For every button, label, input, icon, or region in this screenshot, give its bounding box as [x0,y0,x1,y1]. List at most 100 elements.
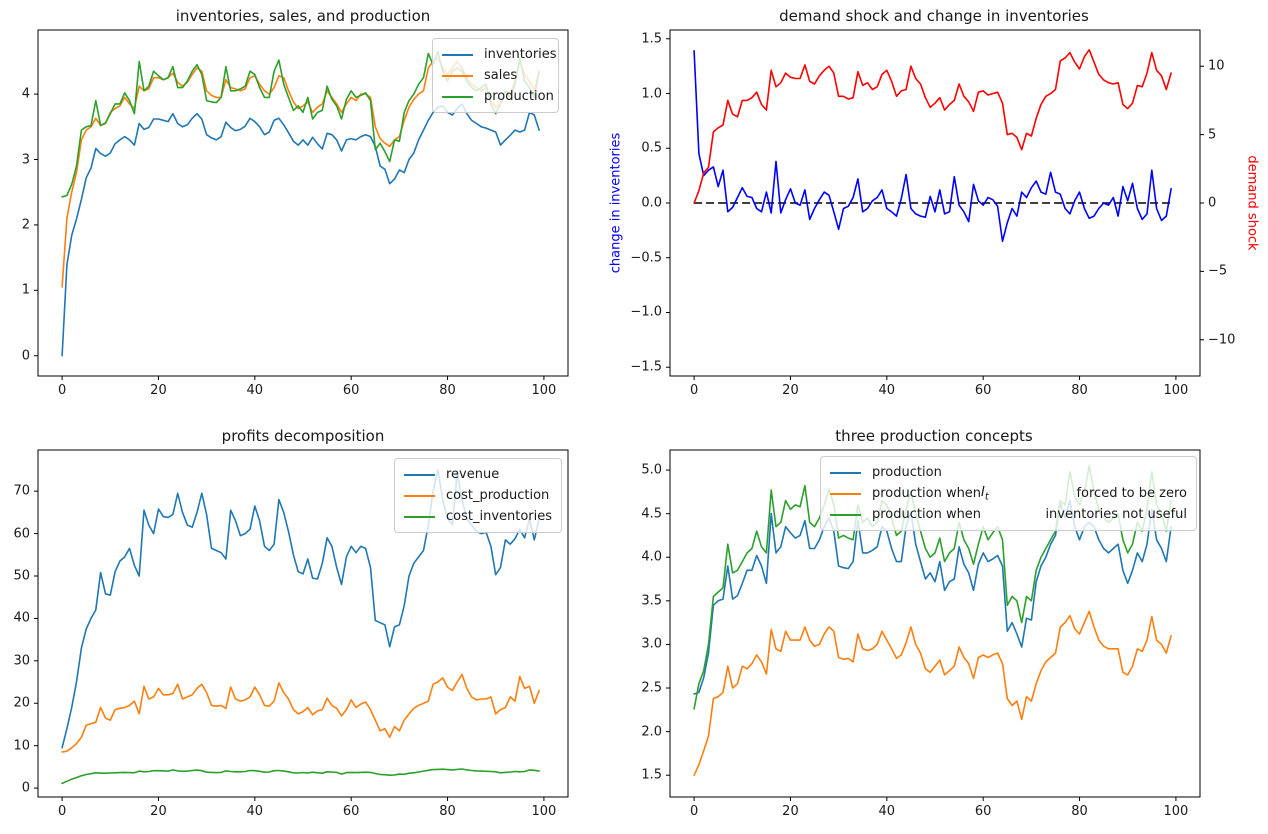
legend-line-swatch [404,494,435,497]
legend-item: cost_inventories [404,506,552,527]
legend-item: sales [442,65,549,86]
y-tick-label: 3.0 [641,636,662,652]
series-line-inventories [61,103,540,357]
x-tick-label: 100 [1163,383,1189,398]
legend-math-variable: It [981,484,989,503]
x-tick-label: 40 [246,804,264,819]
legend-label: cost_production [446,488,550,503]
y-tick-label: 2.0 [641,724,662,740]
legend-label-right: inventories not useful [1045,507,1187,522]
legend-line-swatch [442,53,473,56]
y-tick-label: 1.5 [641,767,662,783]
y-right-tick-label: −5 [1208,263,1228,279]
y-tick-label: 4.0 [641,549,662,565]
axes-frame [669,449,1201,798]
axes-frame [37,449,569,798]
y-tick-label: 5.0 [641,462,662,478]
legend-item: revenue [404,464,552,485]
x-tick-label: 80 [1071,383,1088,398]
series-line-cost-inventories [61,768,540,785]
x-tick-label: 20 [782,383,799,398]
legend-item: production [442,86,554,107]
x-tick-label: 40 [878,383,896,398]
y-tick-label: 0 [21,348,30,364]
y-tick-label: 4.5 [641,506,662,522]
legend-label: production [872,465,942,480]
x-tick-label: 0 [57,383,67,398]
series-line-cost-production [61,673,540,753]
y-tick-label: 1 [21,282,30,298]
legend-item: cost_production [404,485,552,506]
y-tick-label: 1.5 [641,31,662,47]
panel-title-three-production-concepts: three production concepts [835,427,1033,445]
y-tick-label: 3.5 [641,593,662,609]
x-tick-label: 20 [150,804,167,819]
legend-label-right: forced to be zero [1076,486,1187,501]
x-tick-label: 60 [342,804,360,819]
y-tick-label: 2 [21,217,30,233]
legend-line-swatch [830,513,861,516]
x-tick-label: 40 [246,383,264,398]
y-tick-label: 0.0 [641,195,662,211]
legend-line-swatch [830,471,861,474]
legend-label: revenue [446,467,500,482]
y-tick-label: 20 [13,695,30,711]
y-right-tick-label: −10 [1208,332,1236,348]
x-tick-label: 100 [531,804,557,819]
x-tick-label: 80 [1071,804,1088,819]
y-tick-label: 70 [13,483,30,499]
panel-title-demand-shock-change-in-inventories: demand shock and change in inventories [779,7,1089,25]
legend-label: production when [872,507,982,522]
x-tick-label: 100 [1163,804,1189,819]
y-tick-label: 40 [13,610,30,626]
y-tick-label: 10 [13,738,30,754]
legend-label: production when [872,486,982,501]
x-tick-label: 60 [342,383,360,398]
y-tick-label: 2.5 [641,680,662,696]
x-tick-label: 20 [150,383,167,398]
legend-line-swatch [404,515,435,518]
y-tick-label: 1.0 [641,86,662,101]
x-tick-label: 0 [689,804,699,819]
y-tick-label: 50 [13,568,30,584]
legend-line-swatch [404,473,435,476]
x-tick-label: 0 [689,383,699,398]
legend-label: inventories [484,47,557,62]
y-tick-label: −0.5 [630,250,662,266]
x-tick-label: 60 [974,804,992,819]
x-tick-label: 100 [531,383,557,398]
y-tick-label: −1.5 [630,359,662,375]
legend-math-subscript: t [984,491,989,503]
legend-box: production production when It forced to be… [820,456,1197,531]
y-tick-label: 0 [21,780,30,796]
x-tick-label: 80 [439,383,456,398]
series-line-demand-shock [693,48,1172,204]
y-tick-label: 0.5 [641,140,662,156]
x-tick-label: 80 [439,804,456,819]
y-tick-label: 60 [13,526,30,542]
y-right-tick-label: 0 [1208,195,1217,211]
y-right-tick-label: 5 [1208,127,1217,143]
x-tick-label: 40 [878,804,896,819]
y-tick-label: −1.0 [630,304,662,320]
series-line-production-when-it-forced-to-be-zero [693,610,1172,777]
legend-label: cost_inventories [446,509,553,524]
x-tick-label: 0 [57,804,67,819]
series-line-change-in-inventories [693,49,1172,243]
y-tick-label: 4 [21,86,30,102]
y-right-tick-label: 10 [1208,58,1225,74]
x-tick-label: 60 [974,383,992,398]
legend-line-swatch [442,95,473,98]
legend-item: production when It forced to be zero [830,483,1187,504]
legend-line-swatch [442,74,473,77]
legend-item: production when inventories not useful [830,504,1187,525]
legend-label: production [484,89,554,104]
legend-box: inventories sales production [432,38,559,113]
legend-box: revenue cost_production cost_inventories [394,458,562,533]
y-tick-label: 30 [13,653,30,669]
legend-line-swatch [830,492,861,495]
axes-frame [37,29,569,377]
panel-title-inventories-sales-production: inventories, sales, and production [175,7,431,25]
